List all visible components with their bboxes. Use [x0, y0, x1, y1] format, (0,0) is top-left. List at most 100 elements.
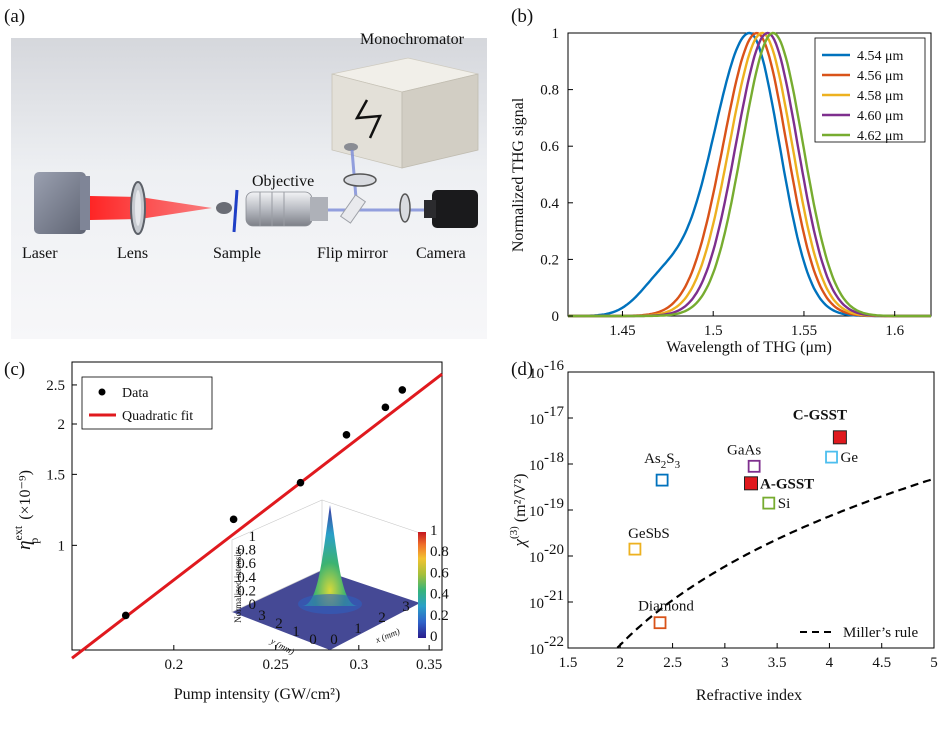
label-laser: Laser: [22, 245, 58, 262]
material-marker-gesbs: [628, 542, 642, 556]
data-point: [229, 515, 238, 524]
colorbar-tick-label: 0: [430, 629, 438, 645]
plot-c-xlabel: Pump intensity (GW/cm²): [174, 686, 341, 703]
camera-image: [424, 190, 478, 228]
data-point: [398, 386, 407, 394]
spectrum-line-5: [568, 31, 931, 318]
inset-y-tick-label: 1: [292, 624, 300, 640]
monochromator-image: [331, 57, 479, 169]
objective-image: [245, 191, 328, 227]
y-tick-label: 0.8: [540, 83, 559, 99]
miller-rule-curve: [616, 477, 935, 649]
y-tick-label: 0.4: [540, 196, 559, 212]
inset-z-tick-label: 0: [249, 597, 257, 613]
colorbar-tick-label: 0.6: [430, 565, 449, 581]
inset-x-tick-label: 1: [354, 621, 362, 637]
svg-text:χ(3) (m²/V²): χ(3) (m²/V²): [508, 473, 529, 548]
data-point: [381, 403, 390, 412]
legend-data-marker: [98, 388, 106, 396]
inset-y-tick-label: 0: [309, 632, 317, 648]
panel-a: (a): [4, 6, 487, 339]
y-tick-label: 10: [529, 642, 544, 658]
colorbar-tick-label: 1: [430, 523, 438, 539]
material-marker-gaas: [747, 459, 761, 473]
label-flip-mirror: Flip mirror: [317, 245, 388, 262]
material-label-ge: Ge: [841, 450, 859, 466]
plot-c-ylabel: ηextp (×10⁻⁹): [11, 470, 41, 550]
x-tick-label: 2.5: [663, 655, 682, 671]
y-tick-label: 0.2: [540, 252, 559, 268]
plot-c-fit-line: [71, 372, 443, 660]
plot-d-axes: [567, 371, 935, 649]
inset-x-tick-label: 2: [378, 610, 386, 626]
material-label-a-gsst: A-GSST: [760, 476, 814, 492]
y-tick-label: 10: [529, 504, 544, 520]
x-tick-label: 1.55: [791, 323, 817, 339]
x-tick-label: 4.5: [872, 655, 891, 671]
plot-d-miller-curve: [616, 477, 935, 649]
plot-c-yticks: 1 1.5 2 2.5: [46, 378, 77, 554]
y-tick-label: 2.5: [46, 378, 65, 394]
svg-text:ηextp (×10⁻⁹): ηextp (×10⁻⁹): [11, 470, 41, 550]
material-label-si: Si: [778, 496, 791, 512]
inset-z-tick-label: 0.2: [237, 583, 256, 599]
inset-x-tick-label: 3: [402, 599, 410, 615]
gaussian-peak: [302, 505, 358, 606]
material-marker-si: [762, 496, 776, 510]
label-sample: Sample: [213, 245, 261, 262]
inset-z-tick-label: 1: [249, 529, 257, 545]
y-tick-exponent: -18: [544, 450, 564, 466]
x-tick-label: 1.5: [704, 323, 723, 339]
material-label-gaas: GaAs: [727, 442, 761, 458]
x-tick-label: 2: [617, 655, 625, 671]
y-tick-label: 0.6: [540, 139, 559, 155]
y-tick-exponent: -17: [544, 404, 564, 420]
data-point: [342, 431, 351, 439]
x-tick-label: 1.6: [885, 323, 904, 339]
plot-b-ylabel: Normalized THG signal: [510, 97, 527, 252]
panel-d: (d) As2S3 GaAs A-GSST C-GSST Ge Si GeSbS Diamon…: [508, 358, 938, 704]
y-tick-label: 0: [552, 309, 560, 325]
data-point: [296, 478, 305, 487]
label-camera: Camera: [416, 245, 466, 262]
y-tick-label: 2: [58, 417, 66, 433]
x-tick-label: 4: [826, 655, 834, 671]
y-tick-exponent: -20: [544, 542, 564, 558]
legend-label-2: 4.56 μm: [857, 69, 904, 84]
plot-d-xticks: 1.5 2 2.5 3 3.5 4 4.5 5: [559, 643, 938, 671]
inset-y-tick-label: 3: [258, 608, 266, 624]
legend-label-4: 4.60 μm: [857, 109, 904, 124]
x-tick-label: 0.3: [349, 657, 368, 673]
panel-c-label: (c): [4, 359, 25, 380]
y-tick-exponent: -16: [544, 358, 564, 374]
label-objective: Objective: [252, 173, 314, 190]
y-tick-label: 10: [529, 412, 544, 428]
material-label-c-gsst: C-GSST: [793, 407, 847, 423]
material-label-gesbs: GeSbS: [628, 526, 670, 542]
plot-b-xticks: 1.45 1.5 1.55 1.6: [609, 311, 905, 339]
inset-x-tick-label: 0: [330, 632, 338, 648]
material-marker-as: [655, 473, 669, 487]
y-tick-exponent: -19: [544, 496, 564, 512]
x-tick-label: 0.35: [416, 657, 442, 673]
colorbar-tick-label: 0.2: [430, 608, 449, 624]
material-marker-ge: [825, 450, 838, 464]
flip-mirror-image: [339, 173, 411, 224]
lens-image: [130, 181, 146, 235]
legend-label-3: 4.58 μm: [857, 89, 904, 104]
data-point: [121, 611, 130, 620]
material-label-diamond: Diamond: [638, 599, 694, 615]
inset-z-tick-label: 0.8: [237, 543, 256, 559]
plot-d-points: As2S3 GaAs A-GSST C-GSST Ge Si GeSbS Diamond: [628, 407, 859, 630]
legend-label-5: 4.62 μm: [857, 129, 904, 144]
y-tick-exponent: -22: [544, 634, 564, 650]
x-tick-label: 5: [930, 655, 938, 671]
panel-c: (c) 0.2 0.25 0.3 0.35 1 1.5 2 2.5 Pump intensi…: [4, 359, 449, 703]
x-tick-label: 3: [721, 655, 729, 671]
plot-b-xlabel: Wavelength of THG (μm): [666, 339, 832, 356]
plot-c-data-points: [121, 386, 407, 620]
legend-label-1: 4.54 μm: [857, 49, 904, 64]
y-tick-label: 10: [529, 458, 544, 474]
y-tick-label: 1: [58, 538, 66, 554]
